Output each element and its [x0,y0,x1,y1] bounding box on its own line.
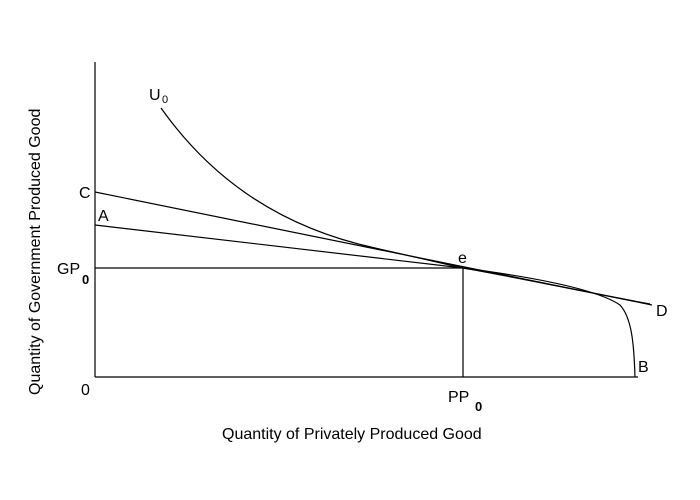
label-u0: U [149,87,161,104]
label-d: D [656,303,668,320]
budget-line-cd [94,191,653,306]
label-u0-subscript: 0 [162,94,168,106]
x-axis-title: Quantity of Privately Produced Good [222,426,482,443]
indifference-curve-u0 [160,107,651,305]
y-axis-title: Quantity of Government Produced Good [27,109,44,395]
production-frontier-ab [94,224,636,378]
label-pp0-subscript: 0 [475,399,482,414]
label-e: e [458,250,467,267]
label-a: A [98,208,109,225]
label-origin: 0 [81,382,90,399]
label-gp0-subscript: 0 [82,272,89,287]
label-b: B [638,359,649,376]
label-c: C [79,185,91,202]
label-pp0: PP [448,389,469,406]
label-gp0: GP [57,261,80,278]
